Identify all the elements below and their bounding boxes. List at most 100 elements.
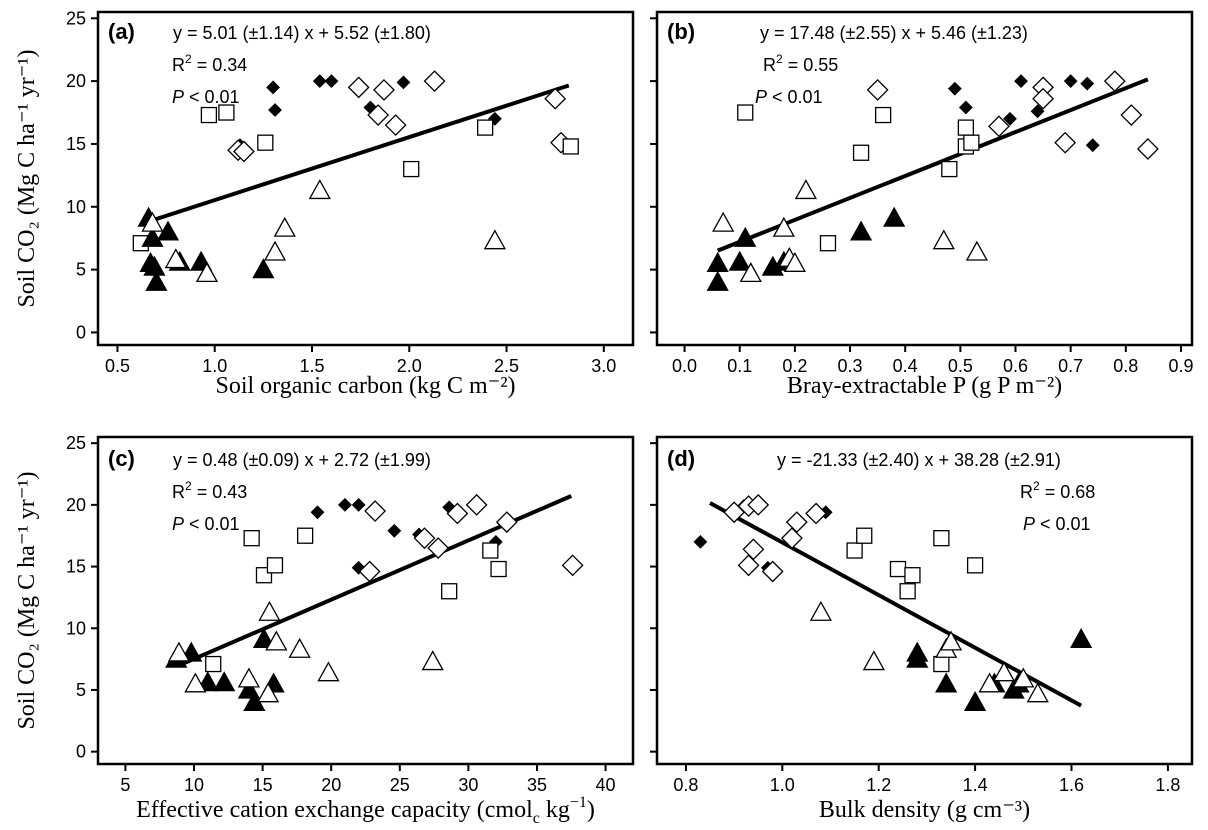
data-point-diamond-open — [495, 511, 518, 534]
data-point-triangle-open — [195, 262, 219, 283]
data-point-diamond-filled — [1014, 74, 1028, 89]
x-axis-label: Bulk density (g cm⁻³) — [819, 797, 1030, 823]
data-point-square-open — [852, 144, 870, 161]
data-point-triangle-open — [273, 216, 296, 237]
data-point-square-open — [966, 557, 984, 574]
y-tick-label: 20 — [66, 71, 86, 91]
data-point-diamond-filled — [396, 75, 411, 90]
x-tick-label: 0.3 — [838, 356, 863, 376]
y-tick-label: 5 — [76, 680, 86, 700]
data-point-square-open — [257, 134, 274, 151]
data-point-triangle-open — [862, 650, 885, 671]
panel-a: 0.5 1.0 1.5 2.0 2.5 3.0 0 5 10 15 20 25 (a) y = 5.01 … — [14, 8, 635, 399]
data-point-diamond-open — [427, 537, 450, 559]
plot-frame — [655, 435, 1194, 766]
y-tick-label: 25 — [66, 8, 86, 28]
data-point-diamond-open — [1054, 131, 1077, 154]
y-axis-label: Soil CO₂ (Mg C ha⁻¹ yr⁻¹) — [14, 49, 40, 307]
regression-equation: y = -21.33 (±2.40) x + 38.28 (±2.91) — [777, 450, 1061, 470]
data-point-triangle-open — [164, 248, 187, 269]
data-point-triangle-filled — [906, 647, 929, 668]
x-tick-label: 5 — [120, 775, 130, 795]
x-tick-label: 35 — [527, 775, 547, 795]
data-point-diamond-open — [747, 493, 770, 516]
p-value: P < 0.01 — [172, 87, 240, 107]
data-point-triangle-open — [167, 641, 191, 662]
data-point-triangle-open — [932, 229, 955, 250]
regression-equation: y = 5.01 (±1.14) x + 5.52 (±1.80) — [173, 23, 431, 43]
data-point-diamond-filled — [958, 100, 973, 115]
y-tick-label: 0 — [76, 322, 86, 342]
data-point-square-open — [933, 655, 950, 673]
data-point-diamond-open — [347, 76, 370, 99]
x-tick-label: 0.0 — [672, 356, 697, 376]
plot-frame — [655, 10, 1194, 347]
panel-label: (c) — [108, 446, 135, 471]
x-tick-label: 1.2 — [866, 775, 891, 795]
data-point-square-open — [490, 560, 507, 578]
data-point-diamond-open — [1120, 104, 1143, 126]
x-tick-label: 0.5 — [948, 356, 973, 376]
data-point-diamond-open — [988, 115, 1010, 138]
data-point-triangle-filled — [706, 270, 729, 291]
data-point-diamond-open — [358, 560, 381, 583]
data-point-triangle-open — [739, 262, 762, 283]
data-point-diamond-filled — [947, 81, 962, 96]
data-point-diamond-filled — [1063, 74, 1078, 89]
data-point-diamond-open — [761, 560, 784, 583]
data-point-diamond-filled — [351, 497, 366, 512]
data-point-square-open — [266, 557, 284, 574]
regression-line — [716, 77, 1149, 253]
data-point-triangle-open — [141, 211, 164, 232]
x-tick-label: 25 — [390, 775, 410, 795]
data-point-diamond-open — [866, 78, 889, 101]
regression-equation: y = 0.48 (±0.09) x + 2.72 (±1.99) — [173, 450, 431, 470]
regression-line — [151, 83, 570, 223]
data-point-triangle-open — [258, 600, 281, 621]
data-point-diamond-open — [446, 502, 469, 525]
data-point-triangle-filled — [145, 270, 168, 291]
x-tick-label: 0.1 — [727, 356, 752, 376]
data-point-triangle-open — [256, 682, 280, 703]
x-tick-label: 1.6 — [1059, 775, 1084, 795]
panel-label: (d) — [667, 446, 695, 471]
x-tick-label: 40 — [596, 775, 616, 795]
data-point-diamond-filled — [1080, 76, 1095, 91]
x-tick-label: 0.2 — [782, 356, 807, 376]
data-point-triangle-filled — [728, 250, 751, 271]
p-value: P < 0.01 — [172, 514, 240, 534]
data-point-triangle-filled — [734, 226, 757, 247]
data-point-diamond-open — [561, 554, 584, 577]
data-point-diamond-filled — [310, 505, 325, 520]
data-point-square-open — [218, 104, 235, 121]
data-point-diamond-filled — [312, 74, 327, 89]
data-point-triangle-filled — [1070, 628, 1093, 649]
data-point-triangle-open — [308, 179, 331, 200]
data-point-triangle-filled — [252, 628, 276, 649]
x-tick-label: 0.7 — [1058, 356, 1083, 376]
data-point-diamond-open — [423, 70, 446, 93]
data-point-diamond-open — [384, 114, 407, 137]
y-tick-label: 15 — [66, 557, 86, 577]
data-point-triangle-open — [772, 216, 795, 237]
data-point-square-open — [296, 527, 314, 544]
data-point-triangle-open — [1012, 667, 1035, 688]
y-tick-label: 10 — [66, 618, 86, 638]
data-point-diamond-open — [805, 502, 827, 525]
plot-frame — [96, 10, 635, 347]
panel-c: 5 10 15 20 25 30 35 40 0 5 10 15 20 25 (c) y = 0.48 (±0… — [14, 433, 635, 827]
data-point-triangle-open — [712, 211, 735, 232]
data-point-triangle-open — [794, 179, 818, 200]
data-point-square-open — [963, 134, 980, 151]
data-point-diamond-open — [465, 493, 488, 516]
x-tick-label: 10 — [184, 775, 204, 795]
data-point-square-open — [933, 530, 950, 547]
data-point-square-open — [737, 104, 754, 121]
r-squared: R2 = 0.68 — [1020, 479, 1095, 502]
data-point-square-open — [476, 119, 494, 136]
data-point-triangle-open — [421, 650, 444, 671]
data-point-triangle-filled — [964, 690, 987, 711]
data-point-triangle-open — [978, 672, 1001, 693]
data-point-triangle-open — [263, 240, 287, 261]
